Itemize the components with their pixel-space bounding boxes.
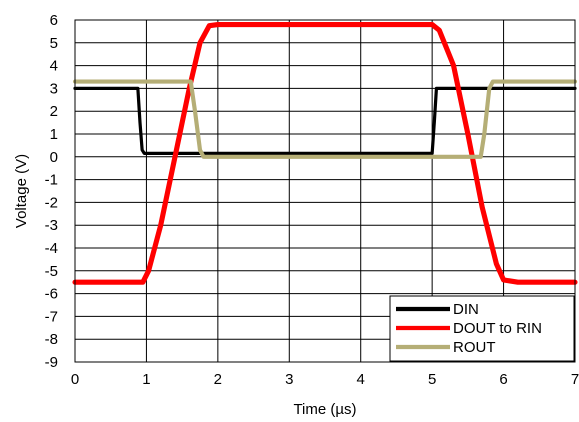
- x-tick-label: 6: [499, 371, 507, 388]
- plot-frame: [74, 19, 576, 363]
- y-tick-label: -5: [45, 263, 58, 280]
- y-tick-label: -1: [45, 172, 58, 189]
- y-tick-label: 2: [50, 103, 58, 120]
- x-tick-label: 0: [71, 371, 79, 388]
- y-axis-title: Voltage (V): [13, 154, 30, 228]
- series-line-rout: [72, 79, 578, 159]
- legend-label: DIN: [453, 301, 479, 318]
- y-tick-label: 5: [50, 35, 58, 52]
- y-tick-label: -7: [45, 308, 58, 325]
- y-tick-label: -9: [45, 354, 58, 371]
- y-tick-label: 4: [50, 58, 58, 75]
- x-tick-label: 1: [142, 371, 150, 388]
- x-tick-labels: 0 1 2 3 4 5 6 7: [71, 371, 579, 388]
- series-line-dout-to-rin: [72, 21, 578, 285]
- y-tick-label: 3: [50, 80, 58, 97]
- y-tick-label: -8: [45, 331, 58, 348]
- y-tick-label: -3: [45, 217, 58, 234]
- x-tick-label: 3: [285, 371, 293, 388]
- x-axis-title: Time (µs): [293, 401, 356, 418]
- x-tick-label: 5: [428, 371, 436, 388]
- x-tick-label: 4: [357, 371, 365, 388]
- x-tick-label: 7: [571, 371, 579, 388]
- y-tick-label: -6: [45, 286, 58, 303]
- series-lines: [72, 21, 578, 285]
- x-tick-label: 2: [214, 371, 222, 388]
- y-tick-label: 1: [50, 126, 58, 143]
- y-tick-labels: 6 5 4 3 2 1 0 -1 -2 -3 -4 -5 -6 -7 -8 -9: [45, 12, 58, 371]
- legend-label: ROUT: [453, 339, 496, 356]
- y-tick-label: -4: [45, 240, 58, 257]
- legend: DIN DOUT to RIN ROUT: [389, 295, 575, 362]
- y-tick-label: 6: [50, 12, 58, 29]
- series-line-din: [73, 86, 577, 155]
- y-tick-label: 0: [50, 149, 58, 166]
- legend-label: DOUT to RIN: [453, 320, 542, 337]
- y-tick-label: -2: [45, 194, 58, 211]
